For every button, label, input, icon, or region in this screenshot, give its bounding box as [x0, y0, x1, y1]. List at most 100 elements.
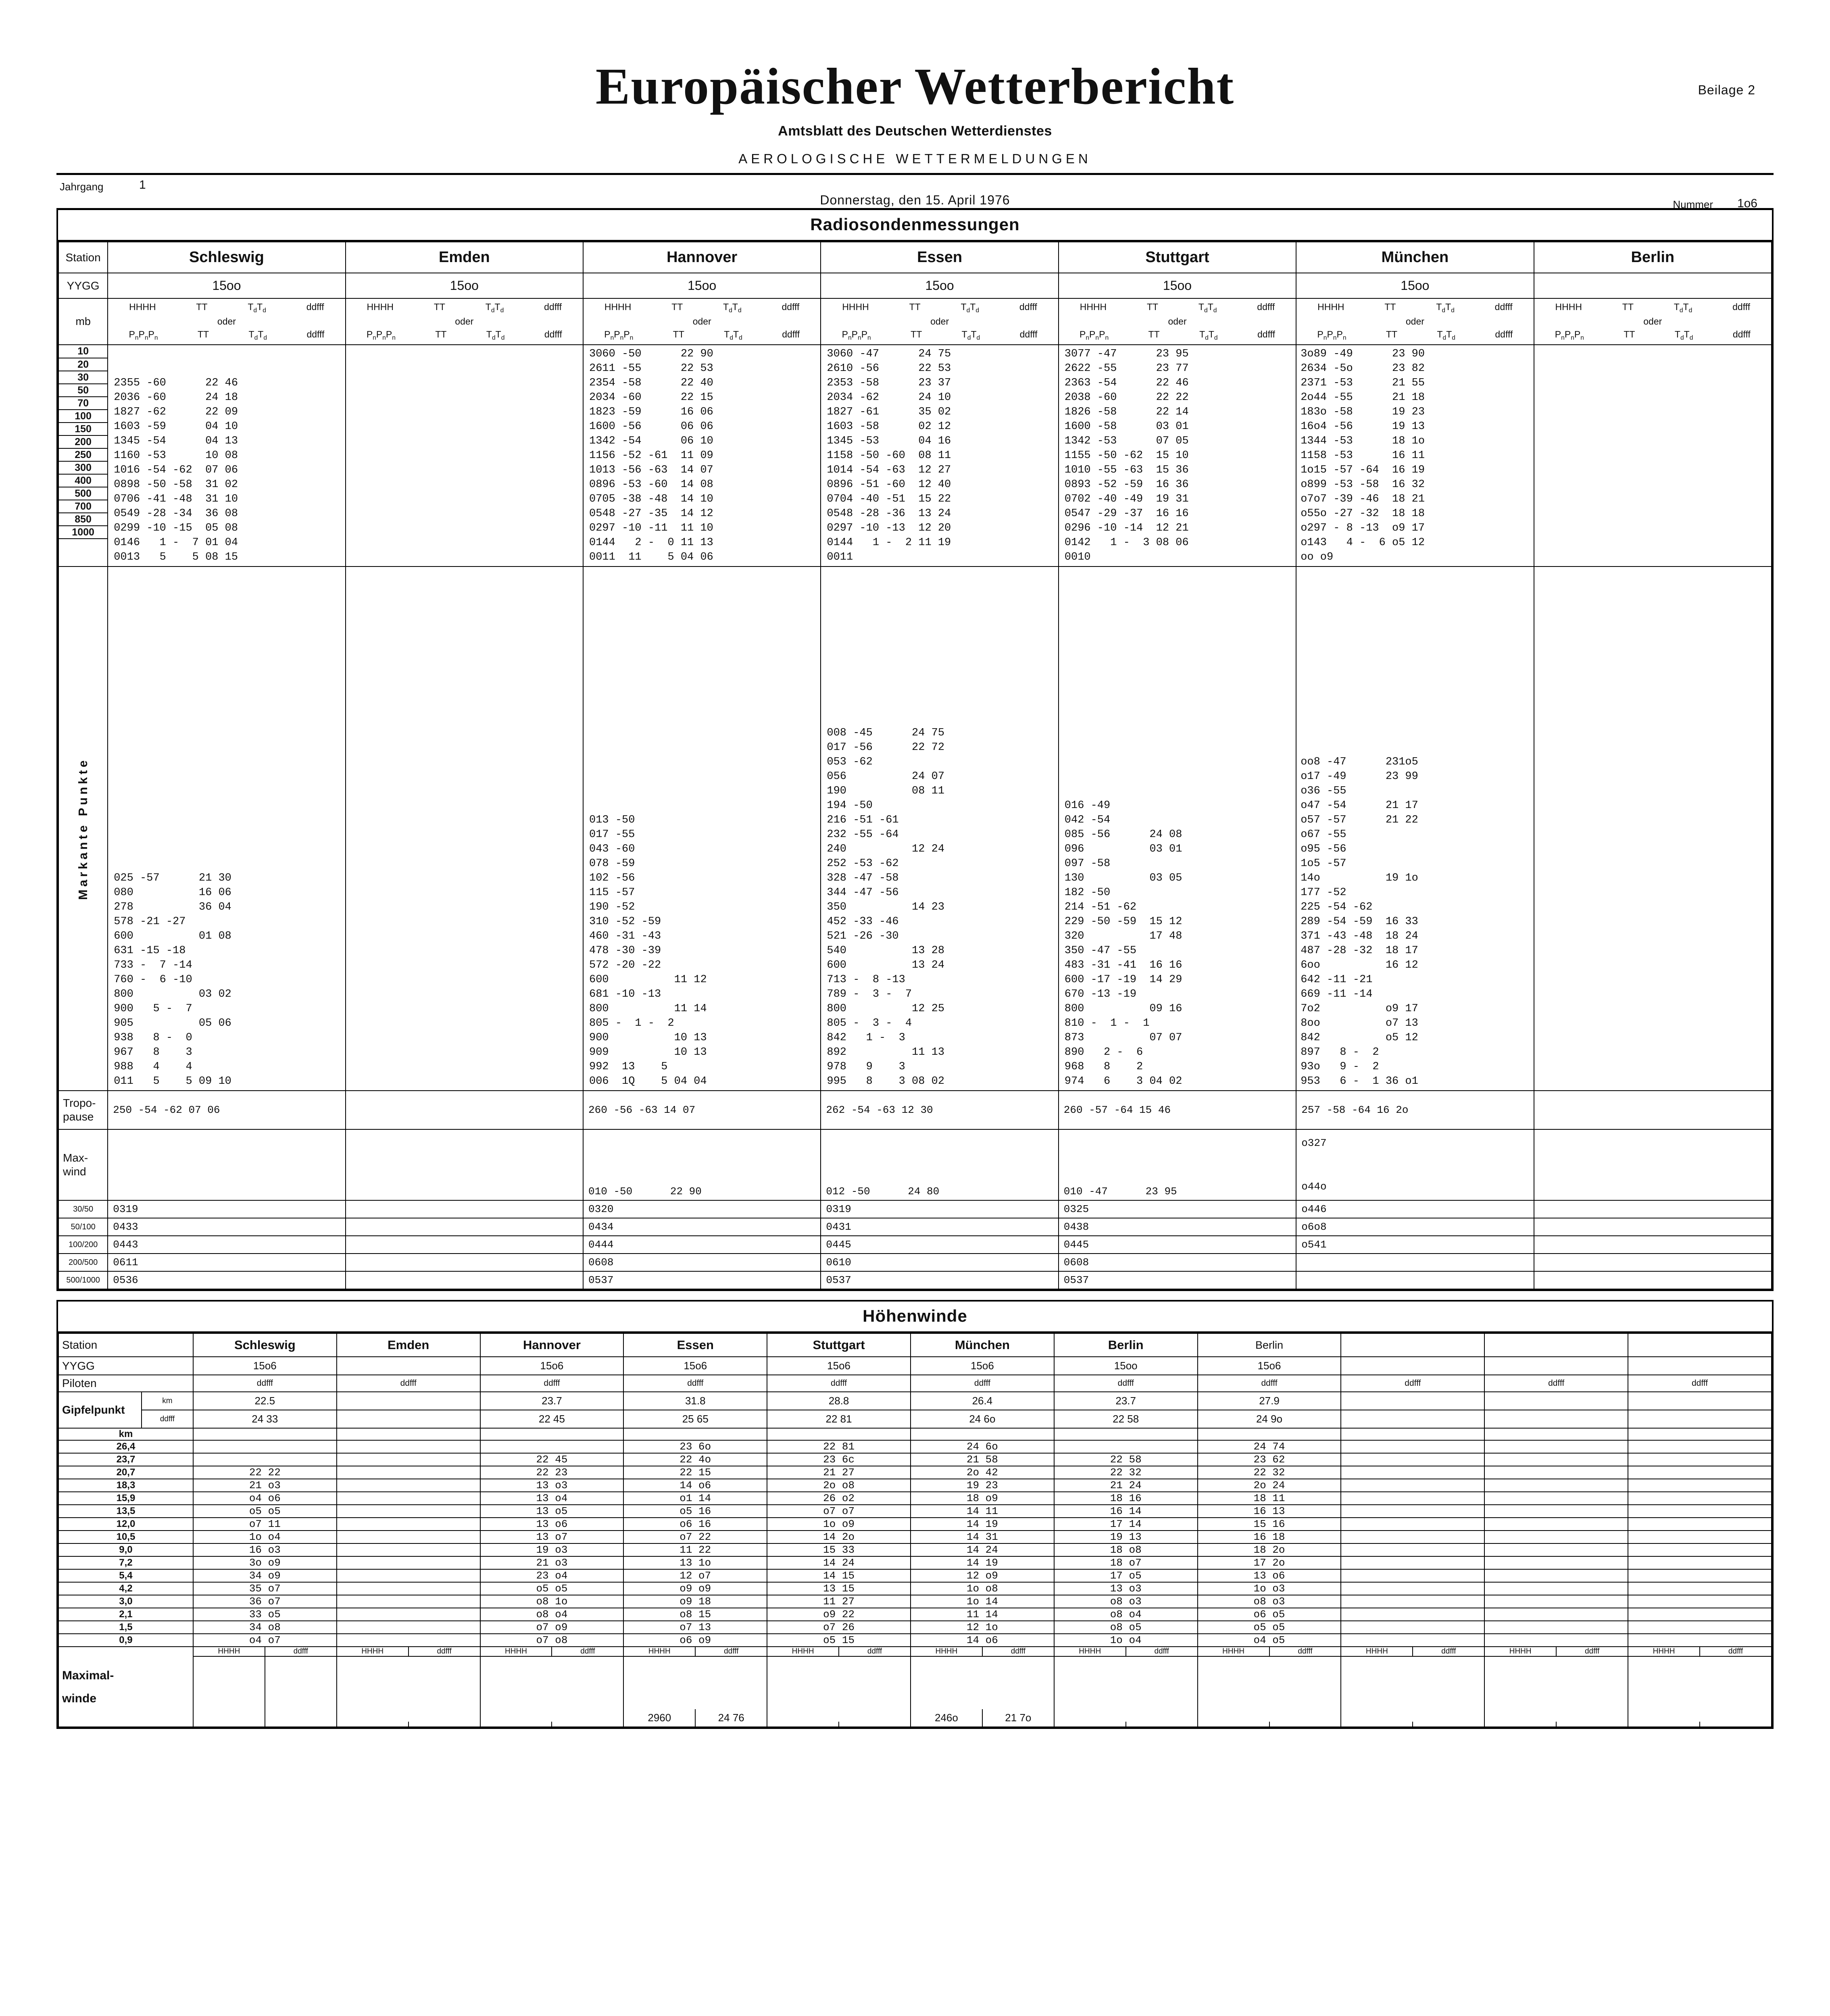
- hw-wind-münchen: 14 19: [910, 1556, 1055, 1570]
- hw-wind-münchen: 14 24: [910, 1543, 1055, 1557]
- hw-wind-stuttgart: 14 15: [767, 1569, 911, 1583]
- markante-emden: [345, 566, 584, 1091]
- hw-wind-schleswig: 34 o9: [192, 1569, 337, 1583]
- hw-km-level: 10,5: [58, 1530, 194, 1544]
- hw-wind-stuttgart: 26 o2: [767, 1491, 911, 1506]
- maxw-hdr-muenchen: HHHH ddfff: [910, 1646, 1055, 1657]
- hw-km-row: 2,1 33 o5 o8 o4 o8 15 o9 22 11 14 o8 o4 o6 o5: [58, 1608, 1772, 1622]
- markante-punkte-row: Markante Punkte 025 -57 21 30 080 16 06 …: [58, 566, 1772, 1091]
- hw-wind-extra3: [1628, 1453, 1772, 1467]
- hw-wind-extra1: [1340, 1491, 1485, 1506]
- hw-wind-extra2: [1484, 1620, 1629, 1635]
- radiosonde-table: Station Schleswig Emden Hannover Essen S…: [58, 242, 1772, 1290]
- markante-hannover: 013 -50 017 -55 043 -60 078 -59 102 -56 …: [583, 566, 821, 1091]
- hw-km-level: 18,3: [58, 1479, 194, 1493]
- hw-station-schleswig: Schleswig: [192, 1333, 337, 1358]
- hw-station-hannover: Hannover: [479, 1333, 624, 1358]
- maxwind-row: Max- wind 010 -50 22 90 012 -50 24 80 01…: [58, 1129, 1772, 1201]
- column-header-row: mb HHHH TT TdTd ddfff oder PnPnPn TT TdTd ddff…: [58, 298, 1772, 346]
- hw-wind-essen: o6 o9: [623, 1633, 768, 1647]
- hw-wind-berlin1: 18 o8: [1053, 1543, 1198, 1557]
- hw-ddfff-3: ddfff: [623, 1375, 768, 1393]
- hw-wind-emden: [336, 1466, 481, 1480]
- hw-wind-essen: 23 6o: [623, 1440, 768, 1454]
- hw-km-row: 18,3 21 o3 13 o3 14 o6 2o o8 19 23 21 24 2o 24: [58, 1479, 1772, 1493]
- hw-yygg-emden: [336, 1356, 481, 1376]
- hw-wind-extra3: [1628, 1517, 1772, 1531]
- hw-wind-hannover: o8 o4: [479, 1608, 624, 1622]
- hw-wind-münchen: 1o 14: [910, 1595, 1055, 1609]
- hw-wind-emden: [336, 1517, 481, 1531]
- hw-wind-hannover: [479, 1440, 624, 1454]
- ratio-row: 500/1000 0536 0537 0537 0537: [58, 1271, 1772, 1290]
- hw-wind-schleswig: o4 o6: [192, 1491, 337, 1506]
- tropopause-essen: 262 -54 -63 12 30: [820, 1090, 1059, 1130]
- hw-wind-münchen: 21 58: [910, 1453, 1055, 1467]
- ratio-hannover-3: 0608: [583, 1253, 821, 1272]
- hw-wind-münchen: 14 19: [910, 1517, 1055, 1531]
- hw-wind-emden: [336, 1620, 481, 1635]
- hw-wind-stuttgart: o7 26: [767, 1620, 911, 1635]
- hw-station-muenchen: München: [910, 1333, 1055, 1358]
- hw-wind-extra2: [1484, 1595, 1629, 1609]
- hw-km-level: 20,7: [58, 1466, 194, 1480]
- hw-wind-münchen: 2o 42: [910, 1466, 1055, 1480]
- hw-wind-berlin1: 1o o4: [1053, 1633, 1198, 1647]
- hw-km-row: 5,4 34 o9 23 o4 12 o7 14 15 12 o9 17 o5 13 o6: [58, 1569, 1772, 1583]
- publication-date: Donnerstag, den 15. April 1976: [820, 193, 1010, 207]
- hw-wind-berlin1: 18 16: [1053, 1491, 1198, 1506]
- hw-wind-extra2: [1484, 1517, 1629, 1531]
- mandatory-levels-row: 10 20 30 50 70 100 150 200 250 300 400 5…: [58, 344, 1772, 567]
- maxw-hdr-extra3: HHHH ddfff: [1628, 1646, 1772, 1657]
- hw-wind-schleswig: o5 o5: [192, 1504, 337, 1518]
- ratio-muenchen-1: o6o8: [1296, 1218, 1534, 1237]
- level-scale: 10 20 30 50 70 100 150 200 250 300 400 5…: [58, 344, 108, 567]
- hw-gipfel-km-schleswig: 22.5: [192, 1391, 337, 1411]
- hw-wind-extra1: [1340, 1556, 1485, 1570]
- hw-wind-schleswig: [192, 1453, 337, 1467]
- level-row: 700: [59, 500, 108, 514]
- hw-blank: [1484, 1428, 1629, 1441]
- hw-wind-extra3: [1628, 1466, 1772, 1480]
- hw-wind-extra1: [1340, 1633, 1485, 1647]
- yygg-row: YYGG 15oo 15oo 15oo 15oo 15oo 15oo: [58, 273, 1772, 299]
- hoehenwinde-section-title: Höhenwinde: [58, 1302, 1772, 1333]
- data-hannover: 3060 -50 22 90 2611 -55 22 53 2354 -58 2…: [583, 344, 821, 567]
- ratio-stuttgart-0: 0325: [1058, 1200, 1297, 1219]
- hw-blank: [336, 1428, 481, 1441]
- hw-wind-essen: o1 14: [623, 1491, 768, 1506]
- hw-wind-extra1: [1340, 1479, 1485, 1493]
- level-row: 850: [59, 513, 108, 527]
- hw-yygg-berlin1: 15oo: [1053, 1356, 1198, 1376]
- hw-wind-berlin2: 24 74: [1197, 1440, 1342, 1454]
- hw-wind-essen: 11 22: [623, 1543, 768, 1557]
- hw-wind-berlin2: o8 o3: [1197, 1595, 1342, 1609]
- level-row: 100: [59, 410, 108, 423]
- level-row: 250: [59, 448, 108, 462]
- hw-wind-münchen: 18 o9: [910, 1491, 1055, 1506]
- ratio-row: 100/200 0443 0444 0445 0445 o541: [58, 1235, 1772, 1254]
- ratio-stuttgart-2: 0445: [1058, 1235, 1297, 1254]
- hw-gipfel-km-extra3: [1628, 1391, 1772, 1411]
- yygg-essen: 15oo: [820, 273, 1059, 299]
- maxw-val-berlin2: [1197, 1656, 1342, 1728]
- hw-km-row: 12,0 o7 11 13 o6 o6 16 1o o9 14 19 17 14 15 16: [58, 1517, 1772, 1531]
- hw-wind-münchen: 12 o9: [910, 1569, 1055, 1583]
- hw-wind-extra2: [1484, 1453, 1629, 1467]
- hw-wind-schleswig: 33 o5: [192, 1608, 337, 1622]
- ratio-label-100-200: 100/200: [58, 1235, 108, 1254]
- hw-yygg-stuttgart: 15o6: [767, 1356, 911, 1376]
- hw-wind-schleswig: o7 11: [192, 1517, 337, 1531]
- maxwind-stuttgart: 010 -47 23 95: [1058, 1129, 1297, 1201]
- hw-yygg-label: YYGG: [58, 1356, 194, 1376]
- hw-wind-hannover: 13 o4: [479, 1491, 624, 1506]
- ratio-hannover-4: 0537: [583, 1271, 821, 1290]
- hw-wind-berlin2: 16 13: [1197, 1504, 1342, 1518]
- hw-wind-schleswig: 3o o9: [192, 1556, 337, 1570]
- hw-wind-extra3: [1628, 1491, 1772, 1506]
- hw-wind-stuttgart: o7 o7: [767, 1504, 911, 1518]
- hw-wind-münchen: 1o o8: [910, 1582, 1055, 1596]
- hw-gipfel-km-muenchen: 26.4: [910, 1391, 1055, 1411]
- ratio-muenchen-4: [1296, 1271, 1534, 1290]
- hw-wind-emden: [336, 1504, 481, 1518]
